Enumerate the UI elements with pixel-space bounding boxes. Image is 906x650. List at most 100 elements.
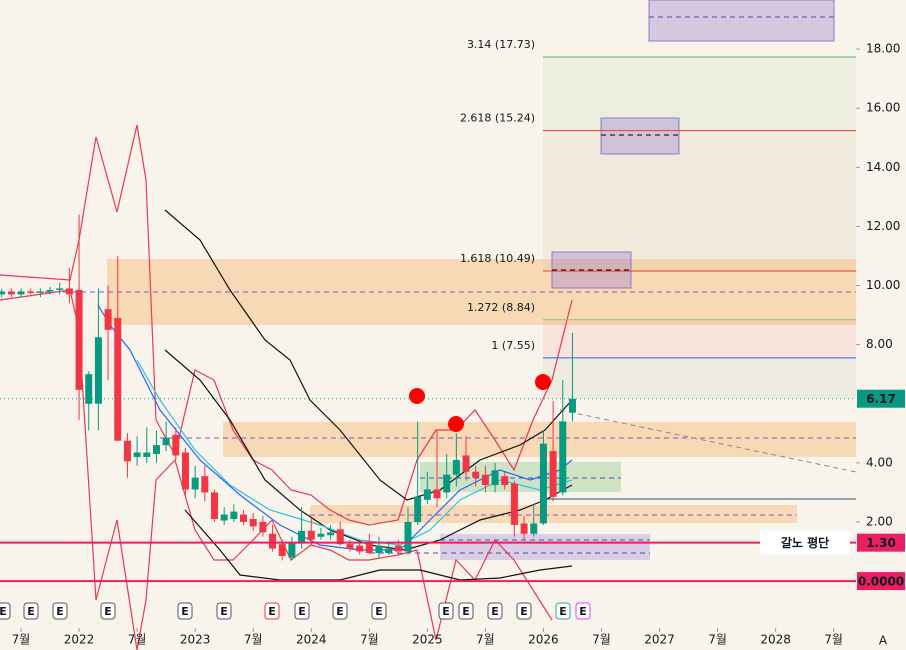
event-marker [177,602,193,620]
x-tick-label: 7월 [244,633,263,647]
event-marker-label: E [298,605,306,618]
candle-body [27,291,35,293]
candle-body [0,291,6,295]
fib-label: 1.272 (8.84) [467,301,535,314]
fib-label: 2.618 (15.24) [460,112,535,125]
candle-body [346,544,354,549]
x-tick-label: 2028 [760,633,791,647]
event-marker [100,602,116,620]
candle-body [211,492,219,520]
candle-body [501,476,509,486]
event-marker [23,602,39,620]
candle-body [481,474,489,486]
band-upper [0,124,573,526]
ma-line [184,509,573,581]
candle-body [181,452,189,490]
price-tag-label: 1.30 [866,536,896,550]
candle-body [7,291,15,295]
candle-body [520,523,528,534]
event-marker-label: E [520,605,528,618]
band-lower [0,289,553,650]
x-tick-label: 2027 [644,633,675,647]
event-marker [575,602,591,620]
box [600,117,680,155]
candle-body [443,474,451,493]
candle-body [269,533,277,549]
candle-body [104,309,112,330]
candle-body [172,434,180,456]
candle-body [385,548,393,554]
event-marker-label: E [0,605,7,618]
event-marker [555,602,571,620]
zone [310,505,797,523]
candle-body [375,545,383,554]
box [648,0,835,42]
candle-body [65,288,73,295]
event-marker [458,602,474,620]
ma-line [164,209,573,501]
x-tick-label: 7월 [708,633,727,647]
fib-band [543,358,856,398]
y-tick-label: 12.00 [866,219,900,233]
candle-body [452,459,460,475]
event-marker [216,602,232,620]
x-tick-label: 2025 [412,633,443,647]
x-tick-label: 7월 [360,633,379,647]
candle-body [394,545,402,552]
candle-body [152,445,160,454]
x-tick-label: 7월 [476,633,495,647]
fib-label: 3.14 (17.73) [467,38,535,51]
candle-body [568,398,576,413]
fib-band [543,320,856,358]
event-marker-label: E [579,605,587,618]
event-marker [264,602,280,620]
avg-price-bg [760,530,850,555]
event-marker [0,602,11,620]
x-tick-label: 2022 [64,633,95,647]
candle-body [307,530,315,540]
candle-body [278,544,286,556]
event-marker-label: E [27,605,35,618]
candle-body [36,291,44,293]
candle-body [491,470,499,486]
candle-body [94,337,102,404]
signal-dots [409,374,551,432]
y-tick-label: 4.00 [866,455,893,469]
y-tick-label: 16.00 [866,101,900,115]
candle-body [539,443,547,524]
event-marker-label: E [268,605,276,618]
event-marker [487,602,503,620]
candle-body [327,532,335,536]
candle-body [230,511,238,520]
candle-body [356,545,364,552]
x-tick-label: 2026 [528,633,559,647]
candle-body [46,289,54,292]
ma-line [97,304,573,551]
candle-body [259,521,267,533]
zone [223,422,856,457]
candle-body [114,318,122,441]
candle-body [549,451,557,497]
x-tick-label: 7월 [592,633,611,647]
candle-body [123,440,131,462]
candle-body [220,514,228,521]
candle-body [162,437,170,446]
event-marker-label: E [104,605,112,618]
x-tick-label: 7월 [128,633,147,647]
candle-body [462,455,470,472]
candle-body [530,523,538,534]
x-tick-label: 2024 [296,633,327,647]
signal-dot [448,416,464,432]
event-marker-label: E [56,605,64,618]
y-tick-label: 14.00 [866,160,900,174]
fib-label: 1 (7.55) [491,339,535,352]
price-tag-label: 0.0000 [858,575,904,589]
candle-body [414,496,422,522]
event-marker-label: E [375,605,383,618]
fib-band [543,131,856,272]
candle-body [336,529,344,545]
price-tag [857,572,905,591]
candle-body [423,489,431,500]
event-marker-label: E [336,605,344,618]
